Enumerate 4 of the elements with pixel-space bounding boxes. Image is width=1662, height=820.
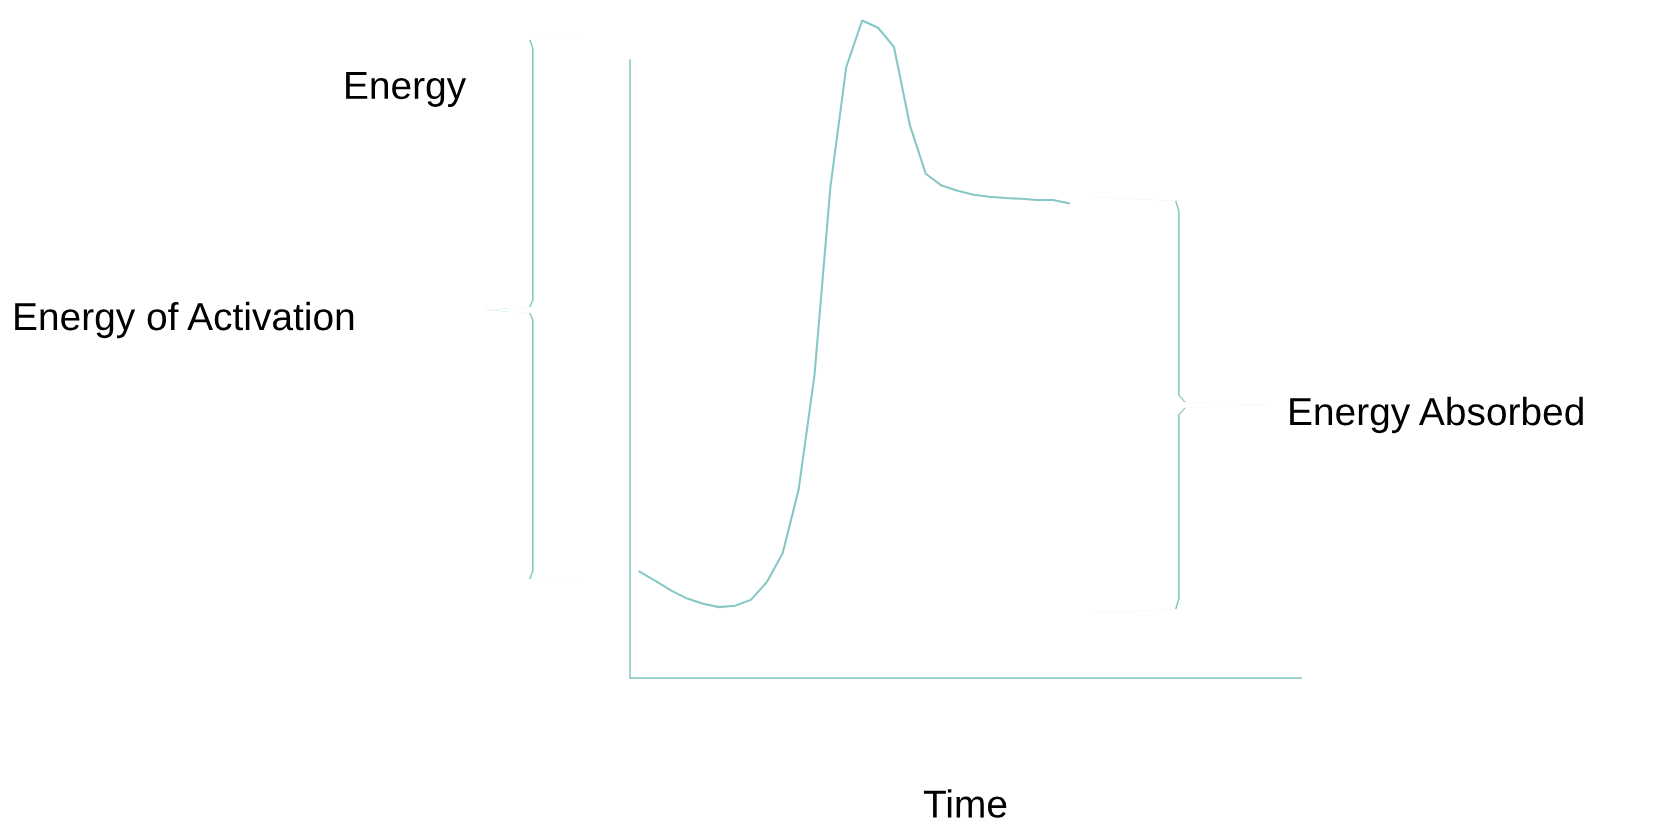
x-axis-title: Time xyxy=(923,789,1007,818)
y-axis-title: Energy xyxy=(346,72,467,107)
text: Energy of Activation xyxy=(15,301,354,339)
annotation: Energy Absorbed xyxy=(1290,396,1583,434)
